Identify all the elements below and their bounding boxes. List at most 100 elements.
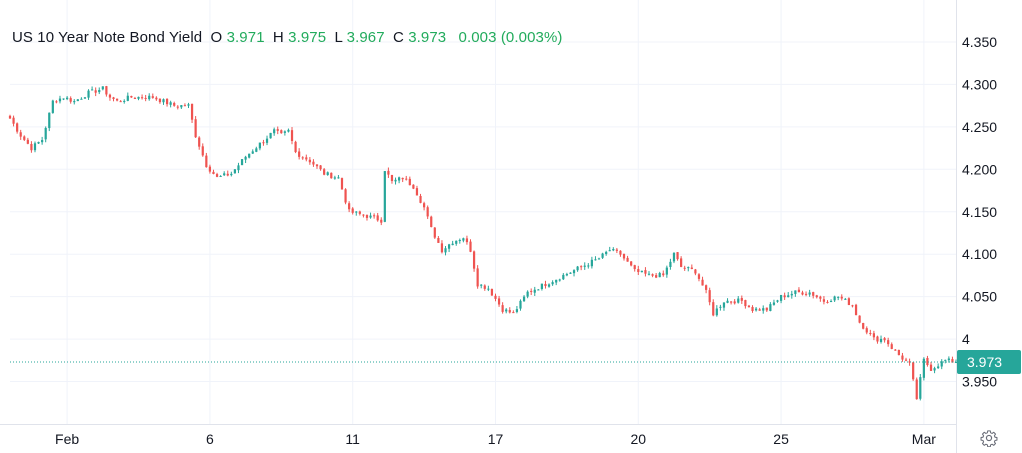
candle-body xyxy=(933,368,936,371)
candle-body xyxy=(840,296,843,299)
legend-high-value: 3.975 xyxy=(288,29,327,46)
y-tick-label: 4 xyxy=(962,331,970,347)
candle-body xyxy=(719,306,722,308)
candle-body xyxy=(390,175,394,182)
candle-body xyxy=(687,267,690,269)
candle-body xyxy=(312,161,315,165)
candle-body xyxy=(373,215,376,217)
candle-body xyxy=(476,268,479,287)
candle-body xyxy=(305,157,308,160)
candle-body xyxy=(258,142,261,149)
candle-body xyxy=(326,172,329,175)
x-tick-label: 6 xyxy=(206,431,214,447)
candle-body xyxy=(69,98,72,102)
candle-body xyxy=(547,284,551,287)
candle-body xyxy=(680,258,683,267)
candle-body xyxy=(783,295,786,298)
candle-body xyxy=(701,279,704,286)
candle-body xyxy=(233,169,237,174)
legend-low-label: L xyxy=(334,29,343,46)
candle-body xyxy=(33,143,37,151)
candle-body xyxy=(55,101,58,103)
candle-body xyxy=(494,295,497,299)
candle-body xyxy=(937,366,940,369)
candle-body xyxy=(58,98,62,102)
candle-body xyxy=(640,270,643,273)
candle-body xyxy=(826,301,829,303)
x-tick-label: 11 xyxy=(345,431,360,447)
legend-close-label: C xyxy=(392,29,404,46)
candle-body xyxy=(283,131,286,133)
gear-icon[interactable] xyxy=(980,429,998,447)
candle-body xyxy=(201,146,204,156)
candle-body xyxy=(173,102,176,106)
candle-body xyxy=(248,153,251,158)
candle-body xyxy=(876,336,879,342)
candle-body xyxy=(155,97,158,100)
candle-body xyxy=(537,289,540,291)
candle-body xyxy=(747,305,751,308)
candle-body xyxy=(37,141,40,144)
candle-body xyxy=(637,269,640,273)
candle-body xyxy=(647,273,651,275)
candle-body xyxy=(515,309,519,312)
candle-body xyxy=(144,97,147,99)
candle-body xyxy=(158,98,162,103)
candle-body xyxy=(726,300,729,303)
legend-open-label: O xyxy=(210,29,223,46)
candle-body xyxy=(822,299,826,302)
candle-body xyxy=(951,359,954,363)
candle-body xyxy=(854,304,858,316)
legend-open-value: 3.971 xyxy=(226,29,265,46)
candle-body xyxy=(762,308,765,311)
x-tick-label: 17 xyxy=(488,431,504,447)
candle-body xyxy=(205,155,208,168)
candle-body xyxy=(633,265,636,270)
candle-body xyxy=(530,290,533,292)
candle-body xyxy=(140,97,144,99)
candle-body xyxy=(944,359,947,361)
candle-body xyxy=(754,308,758,311)
candle-body xyxy=(847,298,851,306)
candle-body xyxy=(883,338,886,341)
candle-body xyxy=(451,243,454,246)
legend-title: US 10 Year Note Bond Yield xyxy=(12,29,203,46)
candle-body xyxy=(105,86,108,95)
candle-body xyxy=(333,177,336,179)
candle-body xyxy=(98,89,101,93)
candle-body xyxy=(808,292,811,295)
candle-body xyxy=(565,274,568,276)
candle-body xyxy=(947,358,950,361)
candle-body xyxy=(712,302,715,316)
candle-body xyxy=(137,96,140,99)
candle-body xyxy=(733,301,736,304)
candle-body xyxy=(412,184,415,189)
candle-body xyxy=(405,178,408,180)
candle-body xyxy=(729,301,733,303)
candle-body xyxy=(337,177,340,179)
candle-body xyxy=(540,283,544,289)
candle-body xyxy=(669,261,672,267)
candle-body xyxy=(422,203,426,208)
candle-body xyxy=(51,100,54,113)
y-tick-label: 4.350 xyxy=(962,34,997,50)
candle-body xyxy=(619,250,622,255)
candle-body xyxy=(715,308,718,316)
candle-body xyxy=(16,123,19,132)
candle-body xyxy=(365,215,369,218)
candle-body xyxy=(194,119,197,138)
candle-body xyxy=(865,328,868,333)
candle-body xyxy=(897,350,900,356)
candle-body xyxy=(765,307,768,311)
candle-body xyxy=(644,270,647,274)
x-tick-label: Mar xyxy=(912,431,936,447)
candle-body xyxy=(522,296,526,302)
candle-body xyxy=(280,130,283,134)
candle-body xyxy=(487,288,490,290)
candle-body xyxy=(758,309,761,311)
candle-body xyxy=(926,357,929,366)
candle-body xyxy=(444,248,447,253)
